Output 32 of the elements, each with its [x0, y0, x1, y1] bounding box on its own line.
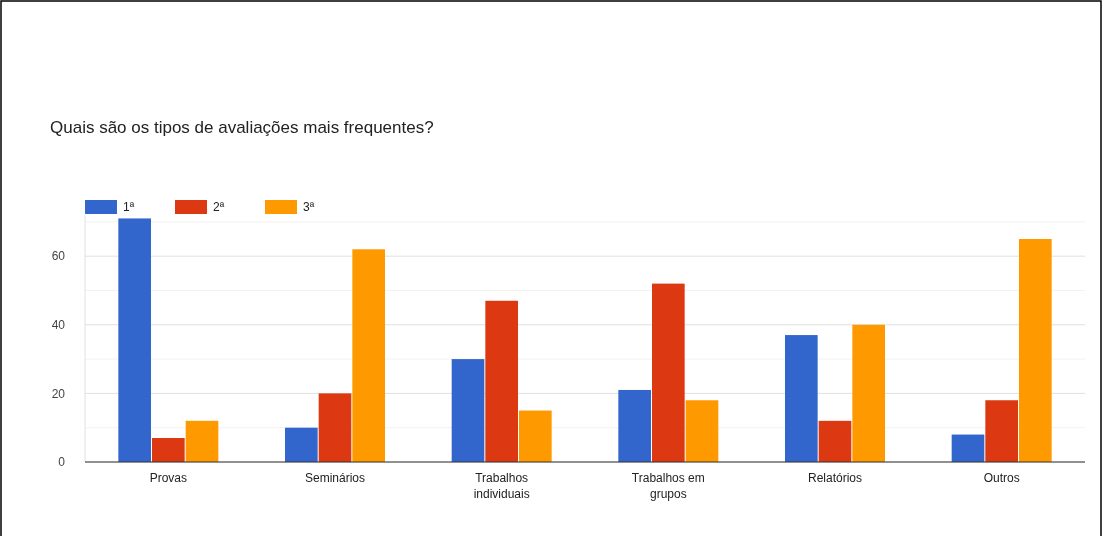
- y-tick-label: 60: [51, 249, 66, 264]
- bar: [951, 434, 985, 462]
- x-tick-label: Trabalhos individuais: [473, 471, 530, 501]
- legend-label: 2ª: [213, 200, 225, 214]
- bar: [352, 249, 385, 462]
- y-tick-label: 20: [51, 386, 66, 401]
- x-tick-label: Outros: [983, 471, 1020, 485]
- bar: [185, 420, 219, 462]
- bar: [152, 437, 185, 462]
- bar: [318, 393, 352, 462]
- x-tick-label: Seminários: [304, 471, 366, 485]
- chart-title: Quais são os tipos de avaliações mais frequentes?: [50, 118, 434, 137]
- y-tick-label: 40: [51, 317, 66, 332]
- bar: [285, 427, 318, 462]
- bar: [618, 389, 651, 462]
- bar: [1019, 239, 1052, 462]
- x-tick-label: Trabalhos em grupos: [631, 471, 705, 501]
- bar: [852, 324, 885, 462]
- bar: [785, 335, 818, 462]
- bar: [451, 359, 485, 462]
- x-tick-label: Relatórios: [807, 471, 863, 485]
- bar: [685, 400, 719, 462]
- bar: [519, 410, 552, 462]
- bar: [652, 283, 685, 462]
- bar: [485, 300, 518, 462]
- y-tick-label: 0: [58, 455, 66, 470]
- bar: [118, 218, 151, 462]
- legend-label: 1ª: [123, 200, 135, 214]
- x-tick-label: Provas: [149, 471, 188, 485]
- bar: [985, 400, 1018, 462]
- bar: [818, 420, 852, 462]
- legend-label: 3ª: [303, 200, 315, 214]
